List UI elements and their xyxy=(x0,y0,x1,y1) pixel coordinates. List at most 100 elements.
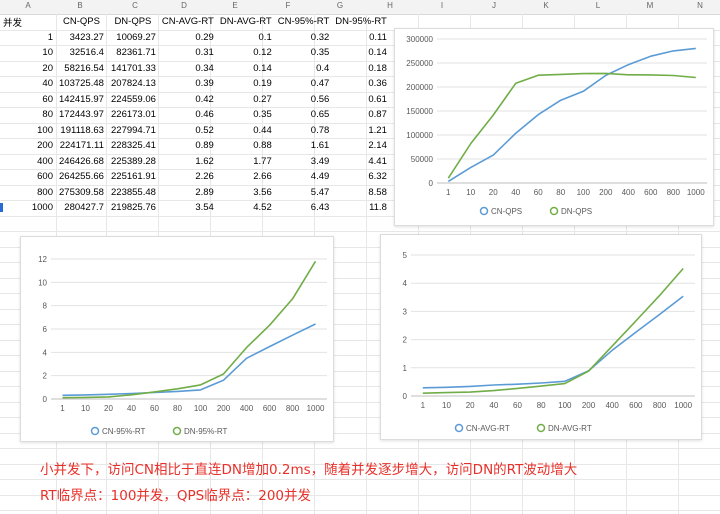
table-cell[interactable]: 0.78 xyxy=(310,124,330,136)
table-cell[interactable]: 0.14 xyxy=(368,47,387,59)
table-cell[interactable]: 1.62 xyxy=(195,155,214,167)
table-cell[interactable]: 100 xyxy=(37,124,53,136)
table-cell[interactable]: 0.56 xyxy=(310,93,330,105)
column-header-h[interactable]: H xyxy=(387,1,393,10)
column-header-k[interactable]: K xyxy=(543,1,549,10)
table-cell[interactable]: 0.14 xyxy=(253,62,272,74)
table-cell[interactable]: 5.47 xyxy=(310,186,330,198)
table-cell[interactable]: 0.12 xyxy=(253,47,272,59)
rt95-chart[interactable]: 0 2 4 6 8 10 12 1 10 20 40 60 80 100 200 400 600 800 1000 C… xyxy=(20,236,334,442)
table-cell[interactable]: 103725.48 xyxy=(59,78,104,90)
table-cell[interactable]: 6.43 xyxy=(310,202,330,214)
table-cell[interactable]: 200 xyxy=(37,140,53,152)
header-cell[interactable]: CN-AVG-RT xyxy=(161,16,214,28)
table-cell[interactable]: 0.31 xyxy=(195,47,214,59)
table-cell[interactable]: 40 xyxy=(42,78,53,90)
table-cell[interactable]: 32516.4 xyxy=(69,47,104,59)
table-cell[interactable]: 2.89 xyxy=(195,186,214,198)
column-header-l[interactable]: L xyxy=(595,1,601,10)
column-header-f[interactable]: F xyxy=(285,1,291,10)
table-cell[interactable]: 1.77 xyxy=(253,155,272,167)
table-cell[interactable]: 225389.28 xyxy=(111,155,156,167)
header-cell[interactable]: DN-95%-RT xyxy=(335,16,387,28)
table-cell[interactable]: 0.52 xyxy=(195,124,214,136)
table-cell[interactable]: 172443.97 xyxy=(59,109,104,121)
table-cell[interactable]: 60 xyxy=(42,93,53,105)
qps-chart[interactable]: 0 50000 100000 150000 200000 250000 300000 1 10 2… xyxy=(394,28,714,226)
table-cell[interactable]: 275309.58 xyxy=(59,186,104,198)
table-cell[interactable]: 0.29 xyxy=(195,31,214,43)
table-cell[interactable]: 2.66 xyxy=(253,171,272,183)
header-cell[interactable]: DN-AVG-RT xyxy=(219,16,272,28)
column-header-m[interactable]: M xyxy=(646,1,654,10)
table-cell[interactable]: 141701.33 xyxy=(111,62,156,74)
table-cell[interactable]: 82361.71 xyxy=(116,47,156,59)
column-header-d[interactable]: D xyxy=(181,1,187,10)
table-cell[interactable]: 4.49 xyxy=(310,171,330,183)
table-cell[interactable]: 2.26 xyxy=(195,171,214,183)
table-cell[interactable]: 0.47 xyxy=(310,78,330,90)
table-cell[interactable]: 8.58 xyxy=(368,186,387,198)
table-cell[interactable]: 2.14 xyxy=(368,140,387,152)
table-cell[interactable]: 246426.68 xyxy=(59,155,104,167)
table-cell[interactable]: 4.52 xyxy=(253,202,272,214)
table-cell[interactable]: 3.49 xyxy=(310,155,330,167)
avg-rt-chart[interactable]: 0 1 2 3 4 5 1 10 20 40 60 80 100 200 400 600 800 1000 CN-A… xyxy=(380,234,702,440)
table-cell[interactable]: 0.18 xyxy=(368,62,387,74)
table-cell[interactable]: 225161.91 xyxy=(111,171,156,183)
table-cell[interactable]: 0.42 xyxy=(195,93,214,105)
table-cell[interactable]: 0.87 xyxy=(368,109,387,121)
table-cell[interactable]: 0.88 xyxy=(253,140,272,152)
table-cell[interactable]: 219825.76 xyxy=(111,202,156,214)
table-cell[interactable]: 0.34 xyxy=(195,62,214,74)
table-cell[interactable]: 0.19 xyxy=(253,78,272,90)
table-cell[interactable]: 20 xyxy=(42,62,53,74)
table-cell[interactable]: 600 xyxy=(37,171,53,183)
table-cell[interactable]: 3.56 xyxy=(253,186,272,198)
table-cell[interactable]: 0.39 xyxy=(195,78,214,90)
table-cell[interactable]: 227994.71 xyxy=(111,124,156,136)
table-cell[interactable]: 3423.27 xyxy=(69,31,104,43)
table-cell[interactable]: 228325.41 xyxy=(111,140,156,152)
table-cell[interactable]: 1.21 xyxy=(368,124,387,136)
column-header-c[interactable]: C xyxy=(132,1,138,10)
table-cell[interactable]: 223855.48 xyxy=(111,186,156,198)
table-cell[interactable]: 10 xyxy=(42,47,53,59)
table-cell[interactable]: 6.32 xyxy=(368,171,387,183)
column-header-e[interactable]: E xyxy=(232,1,238,10)
table-cell[interactable]: 0.35 xyxy=(253,109,272,121)
table-cell[interactable]: 3.54 xyxy=(195,202,214,214)
header-cell[interactable]: 并发 xyxy=(3,17,23,29)
table-cell[interactable]: 400 xyxy=(37,155,53,167)
table-cell[interactable]: 0.1 xyxy=(258,31,272,43)
table-cell[interactable]: 226173.01 xyxy=(111,109,156,121)
table-cell[interactable]: 142415.97 xyxy=(59,93,104,105)
table-cell[interactable]: 0.36 xyxy=(368,78,387,90)
table-cell[interactable]: 191118.63 xyxy=(60,124,104,136)
table-cell[interactable]: 800 xyxy=(37,186,53,198)
table-cell[interactable]: 0.11 xyxy=(369,31,387,43)
table-cell[interactable]: 0.27 xyxy=(253,93,272,105)
table-cell[interactable]: 207824.13 xyxy=(111,78,156,90)
table-cell[interactable]: 224171.11 xyxy=(59,140,104,152)
table-cell[interactable]: 0.46 xyxy=(195,109,214,121)
table-cell[interactable]: 10069.27 xyxy=(116,31,156,43)
column-header-n[interactable]: N xyxy=(697,1,703,10)
table-cell[interactable]: 1000 xyxy=(31,202,53,214)
table-cell[interactable]: 0.89 xyxy=(195,140,214,152)
table-cell[interactable]: 1.61 xyxy=(310,140,330,152)
table-cell[interactable]: 80 xyxy=(42,109,53,121)
header-cell[interactable]: CN-95%-RT xyxy=(277,16,330,28)
table-cell[interactable]: 1 xyxy=(47,31,53,43)
table-cell[interactable]: 0.65 xyxy=(310,109,330,121)
table-cell[interactable]: 11.8 xyxy=(369,202,387,214)
table-cell[interactable]: 0.32 xyxy=(310,31,330,43)
table-cell[interactable]: 224559.06 xyxy=(111,93,156,105)
column-header-b[interactable]: B xyxy=(77,1,83,10)
header-cell[interactable]: DN-QPS xyxy=(114,16,152,28)
column-header-j[interactable]: J xyxy=(492,1,496,10)
table-cell[interactable]: 280427.7 xyxy=(64,202,104,214)
table-cell[interactable]: 0.35 xyxy=(310,47,330,59)
table-cell[interactable]: 4.41 xyxy=(368,155,387,167)
table-cell[interactable]: 0.4 xyxy=(316,62,330,74)
